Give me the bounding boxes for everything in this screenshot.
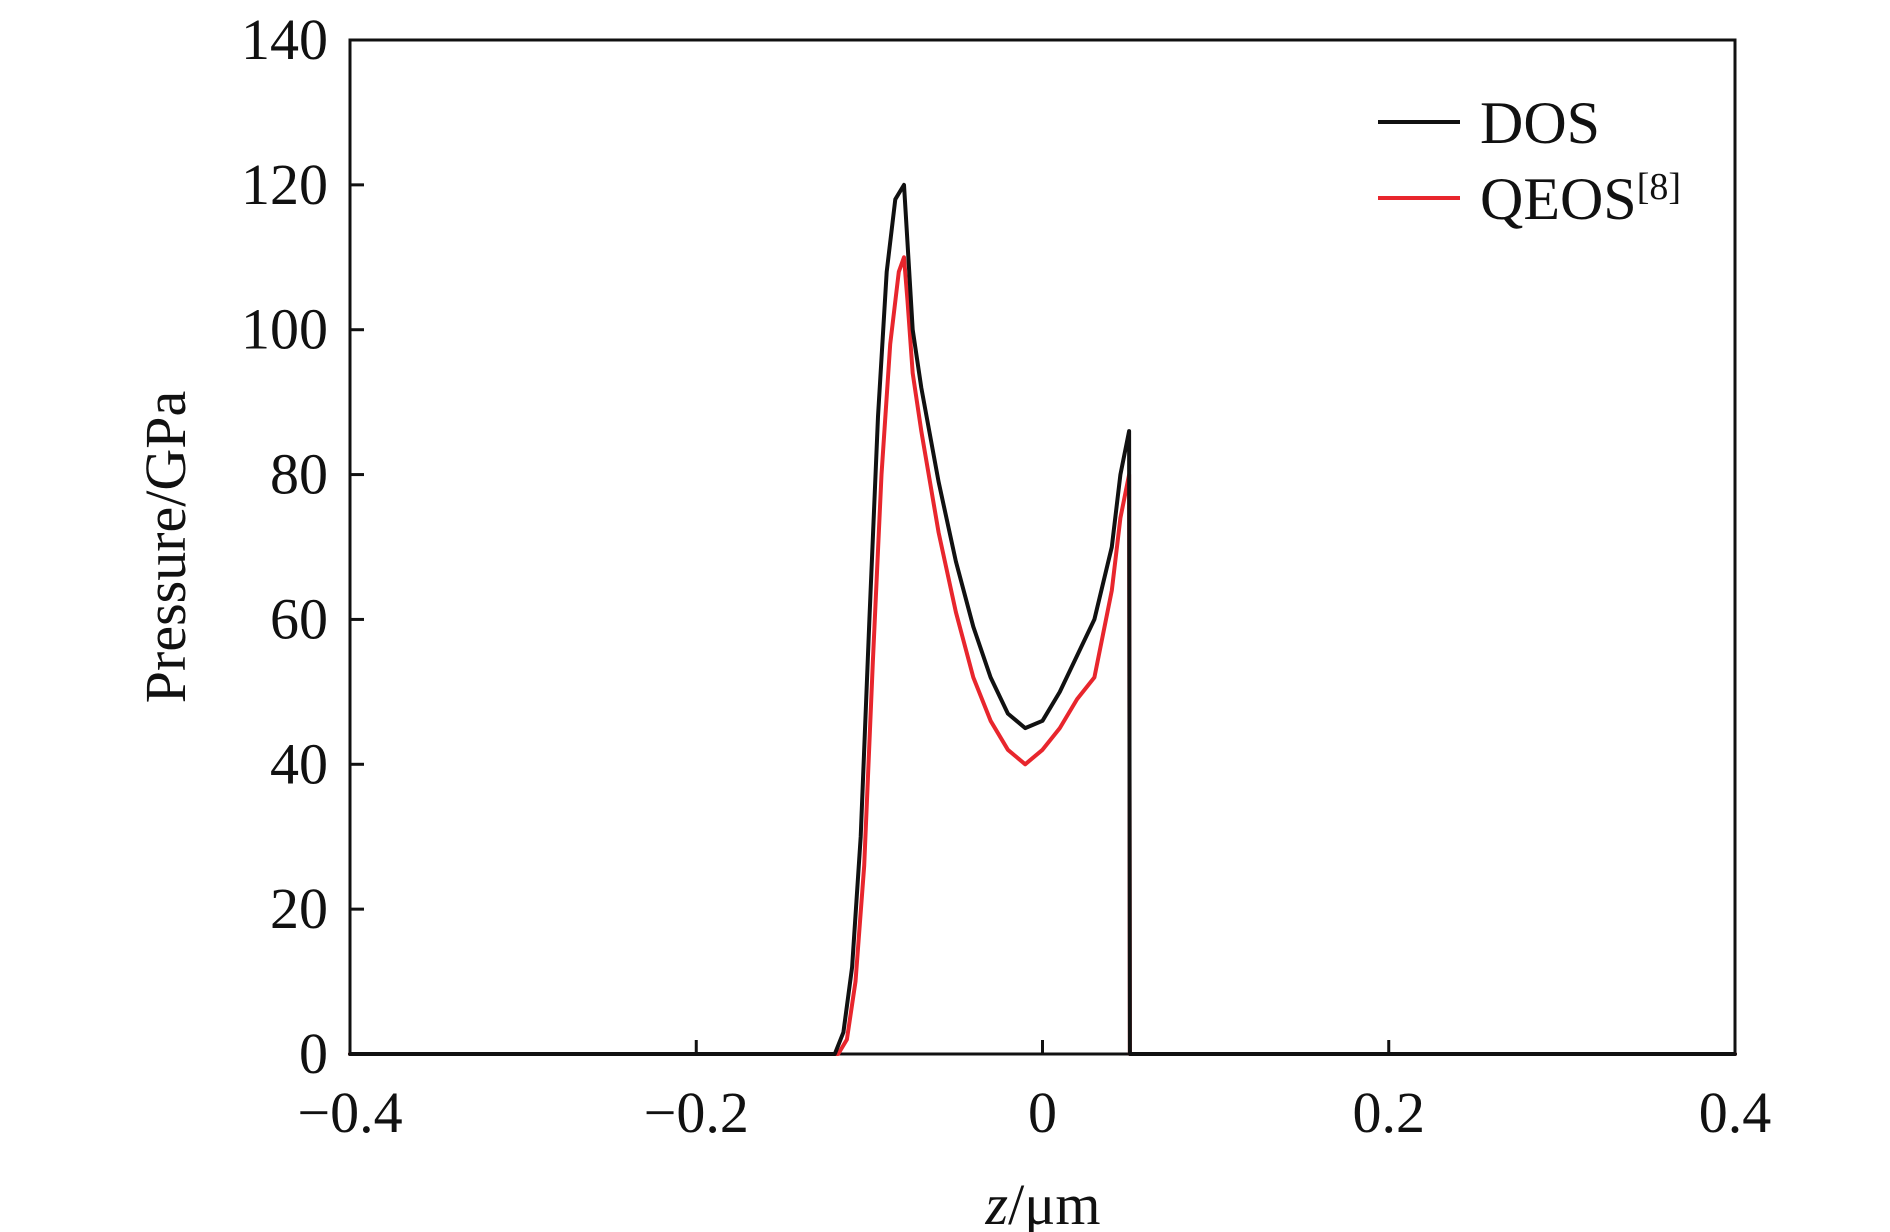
legend-label-dos: DOS	[1480, 90, 1600, 156]
x-tick-label: 0.2	[1353, 1080, 1426, 1145]
y-tick-label: 20	[270, 876, 328, 941]
x-axis-title-unit: /μm	[1008, 1172, 1100, 1232]
legend-name: DOS	[1480, 90, 1600, 156]
x-axis-title: z/μm	[985, 1172, 1101, 1232]
series-line-qeos	[348, 255, 1737, 1056]
series-line-dos	[348, 182, 1737, 1056]
legend-label-qeos: QEOS[8]	[1480, 166, 1681, 232]
x-tick-label: −0.2	[644, 1080, 749, 1145]
y-tick-label: 140	[241, 7, 328, 72]
x-tick-label: 0	[1028, 1080, 1057, 1145]
y-tick-label: 40	[270, 731, 328, 796]
y-tick-label: 100	[241, 297, 328, 362]
data-series	[348, 182, 1737, 1056]
legend: DOS QEOS[8]	[1378, 90, 1681, 232]
y-tick-label: 120	[241, 152, 328, 217]
y-tick-label: 80	[270, 442, 328, 507]
y-tick-label: 60	[270, 586, 328, 651]
axis-ticks	[348, 38, 1737, 1056]
x-tick-label: 0.4	[1699, 1080, 1772, 1145]
legend-citation: [8]	[1637, 166, 1681, 208]
x-tick-label: −0.4	[297, 1080, 402, 1145]
axis-tick-labels: −0.4 −0.2 0 0.2 0.4 0 20 40 60 80 100 120 140	[241, 7, 1771, 1145]
x-axis-title-italic: z	[985, 1172, 1009, 1232]
y-tick-label: 0	[299, 1021, 328, 1086]
y-axis-title: Pressure/GPa	[133, 391, 198, 704]
legend-name: QEOS	[1480, 166, 1637, 232]
